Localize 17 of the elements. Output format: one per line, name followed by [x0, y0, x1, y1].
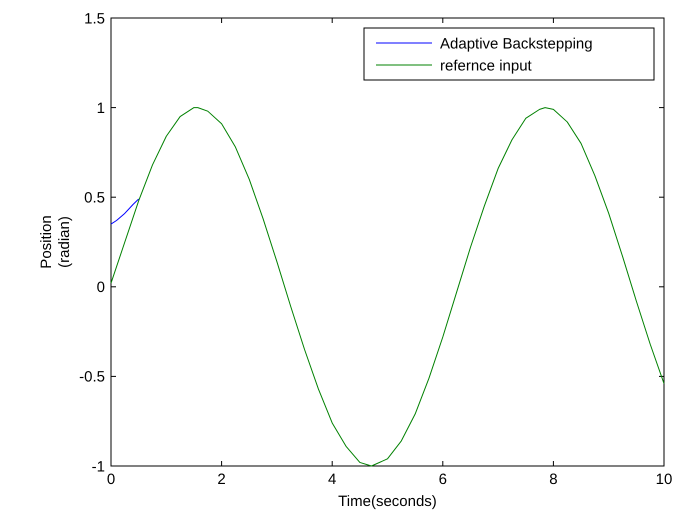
- y-tick-label: -1: [92, 458, 105, 476]
- y-tick-label: -0.5: [79, 368, 105, 386]
- x-axis-title: Time(seconds): [338, 493, 437, 510]
- line-series: [110, 198, 140, 225]
- x-tick-label: 10: [656, 471, 672, 488]
- y-tick-label: 0.5: [84, 189, 105, 206]
- y-axis-title: Position (radian): [38, 215, 73, 269]
- y-tick-label: 1: [96, 100, 105, 117]
- legend-label: Adaptive Backstepping: [440, 35, 593, 52]
- x-tick-label: 6: [438, 471, 447, 488]
- line-series: [110, 107, 664, 466]
- x-tick-label: 4: [328, 471, 336, 488]
- x-tick-label: 2: [217, 471, 226, 488]
- y-tick-label: 1.5: [84, 10, 105, 28]
- legend-label: refernce input: [440, 57, 533, 74]
- x-tick-label: 8: [549, 471, 558, 488]
- y-tick-label: 0: [96, 279, 105, 296]
